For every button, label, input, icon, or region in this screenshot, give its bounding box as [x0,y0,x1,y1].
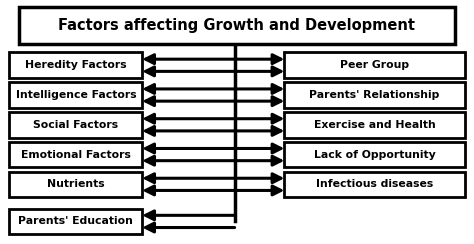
Text: Heredity Factors: Heredity Factors [25,60,127,70]
Bar [284,142,465,167]
Text: Parents' Relationship: Parents' Relationship [309,90,440,100]
Text: Nutrients: Nutrients [47,179,105,189]
Bar [9,52,142,78]
Bar [19,7,455,44]
Text: Infectious diseases: Infectious diseases [316,179,433,189]
Text: Emotional Factors: Emotional Factors [21,150,131,160]
Bar [9,142,142,167]
Text: Lack of Opportunity: Lack of Opportunity [314,150,435,160]
Text: Social Factors: Social Factors [33,120,118,130]
Bar [284,112,465,138]
Bar [284,82,465,108]
Bar [9,82,142,108]
Bar [284,52,465,78]
Text: Factors affecting Growth and Development: Factors affecting Growth and Development [58,18,416,33]
Bar [9,112,142,138]
Text: Intelligence Factors: Intelligence Factors [16,90,136,100]
Bar [9,209,142,234]
Text: Peer Group: Peer Group [340,60,409,70]
Bar [9,172,142,197]
Text: Exercise and Health: Exercise and Health [314,120,435,130]
Text: Parents' Education: Parents' Education [18,216,133,226]
Bar [284,172,465,197]
